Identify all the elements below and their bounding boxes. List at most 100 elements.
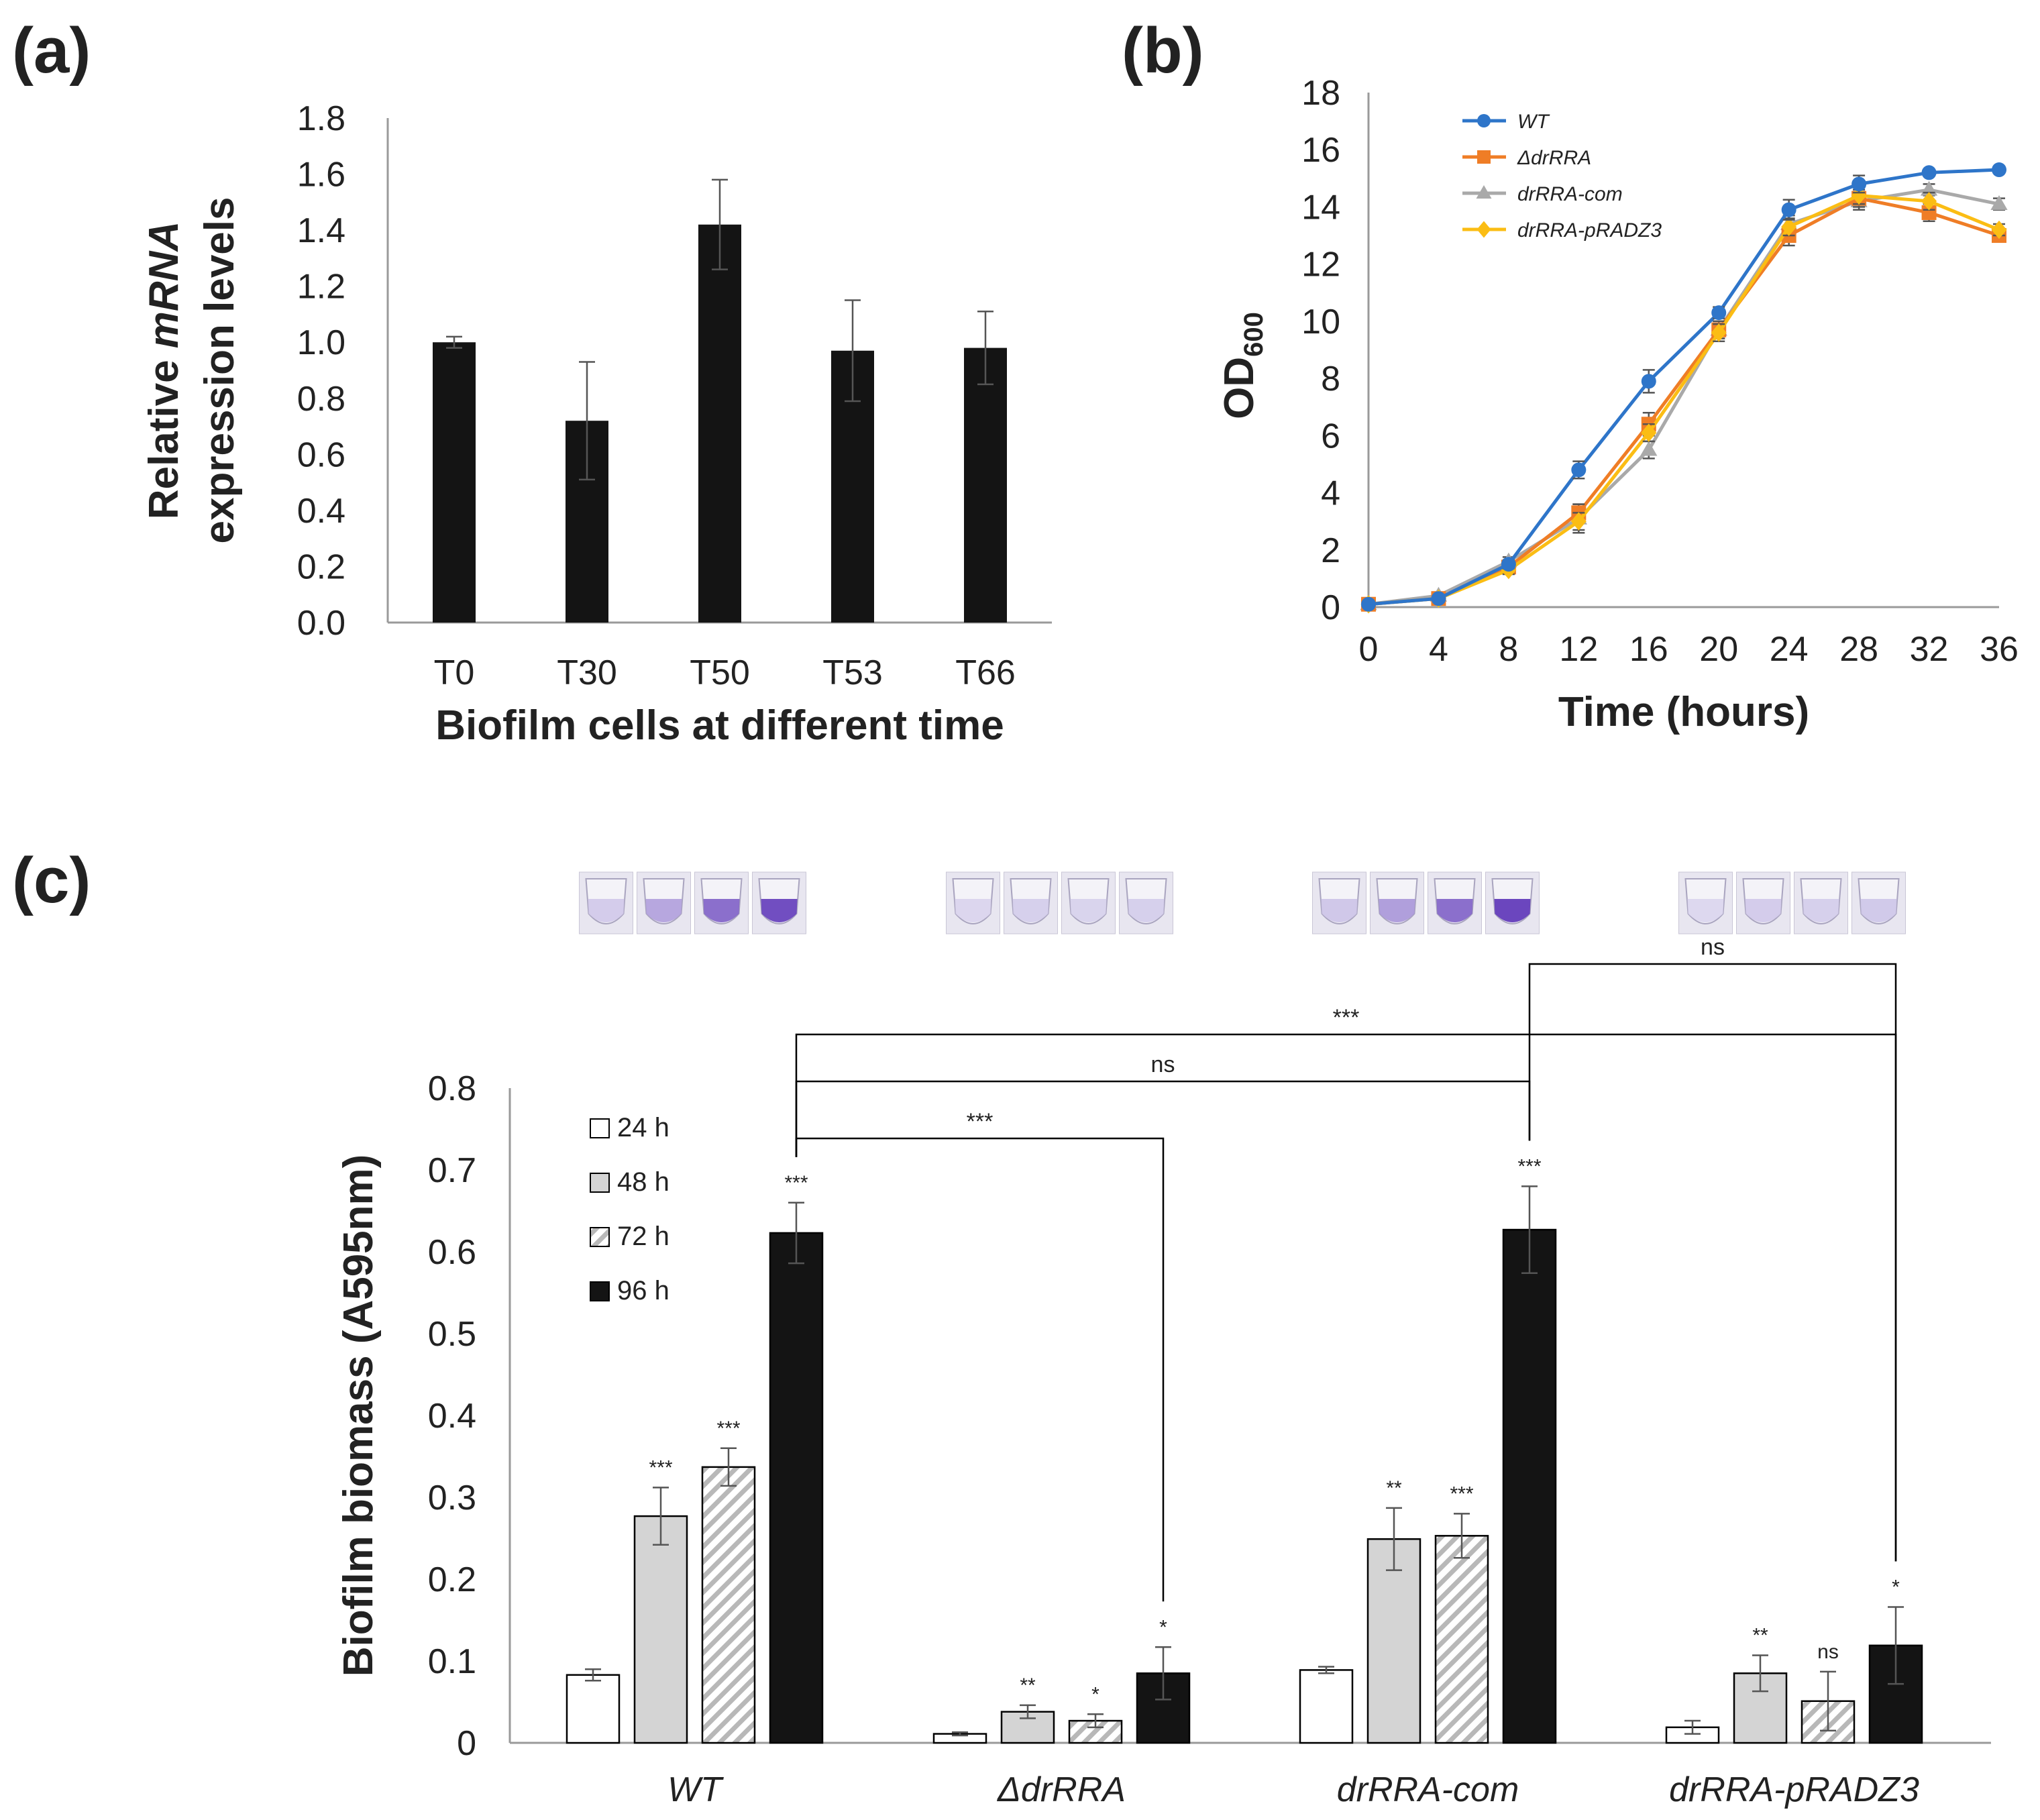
series-line-3	[1368, 193, 2000, 606]
error-bar-c	[1386, 1507, 1402, 1571]
series-marker-0	[1501, 557, 1516, 572]
bar-48h-2	[1366, 1538, 1421, 1744]
error-bar-c	[1752, 1654, 1768, 1693]
well-stain	[1128, 899, 1165, 922]
error-bar-c	[952, 1731, 968, 1737]
well-image-2-2	[1428, 871, 1482, 934]
bar-48h-0	[633, 1515, 688, 1744]
series-marker-2	[1640, 441, 1658, 456]
y-tick-label-a: 1.6	[297, 156, 345, 195]
well-stain	[955, 899, 991, 922]
comparison-line-0	[1528, 963, 1897, 1562]
bar-96h-0	[769, 1232, 824, 1744]
error-bar-c	[1521, 1185, 1538, 1274]
significance-label: *	[1159, 1616, 1167, 1638]
significance-label: **	[1020, 1674, 1036, 1697]
y-tick-label-c: 0.1	[428, 1642, 476, 1681]
panel-label-c: (c)	[12, 845, 91, 916]
well-stain	[703, 899, 740, 922]
series-marker-0	[1851, 176, 1867, 192]
x-tick-label-c: drRRA-pRADZ3	[1669, 1770, 1919, 1809]
significance-label: **	[1386, 1477, 1402, 1499]
comparison-label-0: ns	[1701, 934, 1725, 960]
y-tick-label-b: 8	[1321, 360, 1340, 398]
legend-swatch-0	[590, 1118, 610, 1138]
comparison-label-3: ***	[967, 1109, 994, 1134]
y-axis-title-c: Biofilm biomass (A595nm)	[335, 1155, 382, 1677]
x-tick-label-b: 4	[1429, 630, 1448, 669]
x-tick-label-a: T50	[690, 653, 750, 692]
well-image-3-0	[1678, 871, 1733, 934]
y-tick-label-a: 0.4	[297, 492, 345, 531]
well-stain	[761, 899, 798, 922]
bar-chart-biofilm-biomass: 00.10.20.30.40.50.60.70.8 *********** ***…	[335, 871, 1991, 1809]
series-marker-3	[1570, 512, 1587, 531]
significance-label: ***	[1517, 1155, 1541, 1177]
legend-swatch-2	[590, 1227, 610, 1247]
comparison-line-3	[795, 1137, 1165, 1602]
y-tick-label-c: 0.7	[428, 1151, 476, 1190]
legend-label-c: 96 h	[617, 1276, 669, 1305]
series-1	[1361, 189, 2006, 612]
bar-T50	[698, 224, 741, 623]
x-tick-label-b: 0	[1359, 630, 1379, 669]
well-image-2-3	[1485, 871, 1540, 934]
error-bar-T66	[977, 311, 994, 386]
x-tick-label-c: ΔdrRRA	[996, 1770, 1126, 1809]
significance-label: *	[1892, 1576, 1900, 1598]
significance-label: ***	[716, 1417, 740, 1440]
significance-label: ns	[1817, 1641, 1839, 1663]
comparison-bracket-0: ns	[1528, 934, 1897, 1562]
series-0	[1361, 162, 2006, 612]
panel-label-a: (a)	[12, 15, 91, 87]
well-image-0-2	[694, 871, 749, 934]
comparison-label-2: ns	[1151, 1052, 1175, 1077]
well-stain	[1745, 899, 1782, 922]
well-image-1-2	[1061, 871, 1116, 934]
legend-marker-0	[1477, 114, 1491, 127]
comparison-label-1: ***	[1333, 1005, 1360, 1030]
well-stain	[1687, 899, 1724, 922]
bar-24h-0	[566, 1674, 621, 1744]
well-stain	[1070, 899, 1107, 922]
y-tick-label-c: 0.4	[428, 1397, 476, 1436]
well-image-3-2	[1794, 871, 1848, 934]
x-tick-label-b: 28	[1839, 630, 1878, 669]
well-image-0-1	[637, 871, 691, 934]
error-bar-c	[720, 1447, 737, 1487]
series-line-1	[1368, 197, 2000, 606]
x-tick-label-b: 36	[1980, 630, 2019, 669]
series-marker-0	[1992, 162, 2006, 178]
well-stain	[645, 899, 682, 922]
significance-label: ***	[1450, 1483, 1473, 1505]
panel-label-b: (b)	[1122, 15, 1204, 87]
series-marker-0	[1921, 165, 1937, 180]
series-marker-0	[1781, 202, 1796, 217]
series-line-0	[1368, 168, 2000, 606]
bar-T66	[964, 347, 1007, 623]
well-image-1-1	[1004, 871, 1058, 934]
series-marker-3	[1851, 186, 1867, 205]
bar-72h-2	[1434, 1535, 1489, 1744]
legend-marker-3	[1477, 221, 1491, 238]
y-tick-label-c: 0.8	[428, 1069, 476, 1108]
well-stain	[1803, 899, 1839, 922]
x-tick-label-b: 20	[1699, 630, 1738, 669]
well-image-0-0	[579, 871, 633, 934]
x-tick-label-b: 32	[1910, 630, 1949, 669]
well-image-0-3	[752, 871, 806, 934]
well-stain	[1860, 899, 1897, 922]
y-tick-label-a: 1.8	[297, 99, 345, 138]
legend-marker-2	[1476, 185, 1492, 199]
series-marker-3	[1641, 423, 1657, 442]
y-tick-label-c: 0.5	[428, 1315, 476, 1354]
well-image-3-1	[1736, 871, 1790, 934]
error-bar-T30	[579, 361, 595, 481]
comparison-line-2	[795, 1080, 1531, 1157]
y-tick-label-b: 2	[1321, 531, 1340, 570]
y-tick-label-b: 14	[1301, 188, 1340, 227]
error-bar-c	[1820, 1670, 1836, 1731]
legend-label-c: 24 h	[617, 1113, 669, 1142]
legend-label-c: 48 h	[617, 1167, 669, 1197]
error-bar-c	[1888, 1606, 1904, 1685]
